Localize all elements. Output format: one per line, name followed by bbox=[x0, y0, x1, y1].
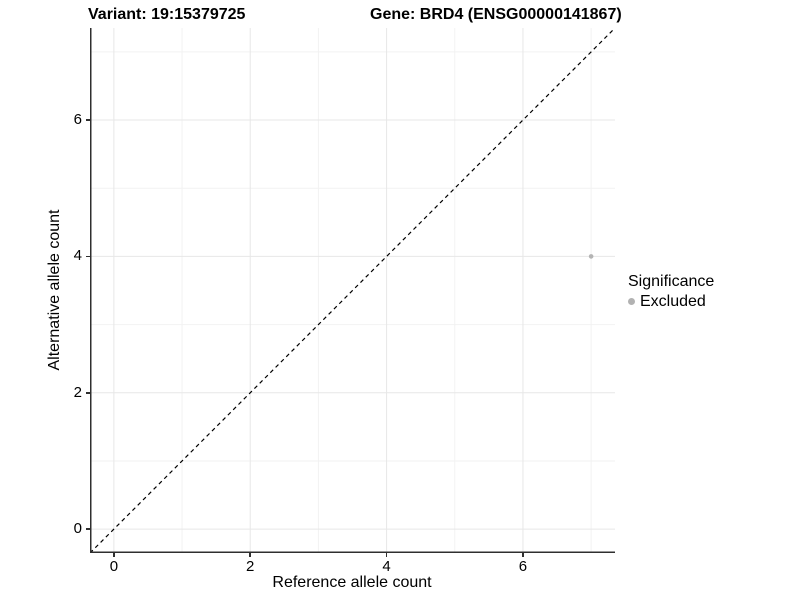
y-tick-label: 2 bbox=[73, 383, 82, 401]
x-tick-mark bbox=[522, 553, 524, 557]
x-tick-mark bbox=[113, 553, 115, 557]
x-tick-mark bbox=[385, 553, 388, 557]
plot-canvas bbox=[90, 28, 615, 553]
x-tick-label: 4 bbox=[382, 558, 391, 575]
plot-title-variant: Variant: 19:15379725 bbox=[88, 6, 246, 23]
y-tick-label: 0 bbox=[73, 520, 82, 538]
x-tick-label: 2 bbox=[246, 558, 255, 575]
legend: Significance Excluded bbox=[628, 272, 714, 311]
y-tick-label: 6 bbox=[73, 111, 82, 129]
x-tick-label: 6 bbox=[518, 558, 528, 575]
legend-item-label: Excluded bbox=[640, 293, 706, 310]
plot-title-gene: Gene: BRD4 (ENSG00000141867) bbox=[370, 6, 622, 23]
legend-title: Significance bbox=[628, 273, 715, 290]
y-tick-mark bbox=[85, 255, 90, 258]
identity-line bbox=[90, 28, 615, 553]
y-tick-mark bbox=[85, 392, 90, 394]
data-point bbox=[588, 254, 594, 259]
y-tick-mark bbox=[85, 119, 90, 121]
y-tick-label: 4 bbox=[73, 247, 82, 265]
y-axis-title: Alternative allele count bbox=[46, 209, 63, 371]
x-tick-mark bbox=[249, 553, 251, 557]
y-tick-mark bbox=[85, 528, 90, 530]
x-tick-label: 0 bbox=[109, 558, 119, 575]
x-axis-title: Reference allele count bbox=[272, 574, 432, 591]
legend-key-dot-icon bbox=[628, 298, 635, 305]
plot-panel bbox=[90, 28, 615, 553]
legend-item-excluded: Excluded bbox=[628, 292, 714, 311]
